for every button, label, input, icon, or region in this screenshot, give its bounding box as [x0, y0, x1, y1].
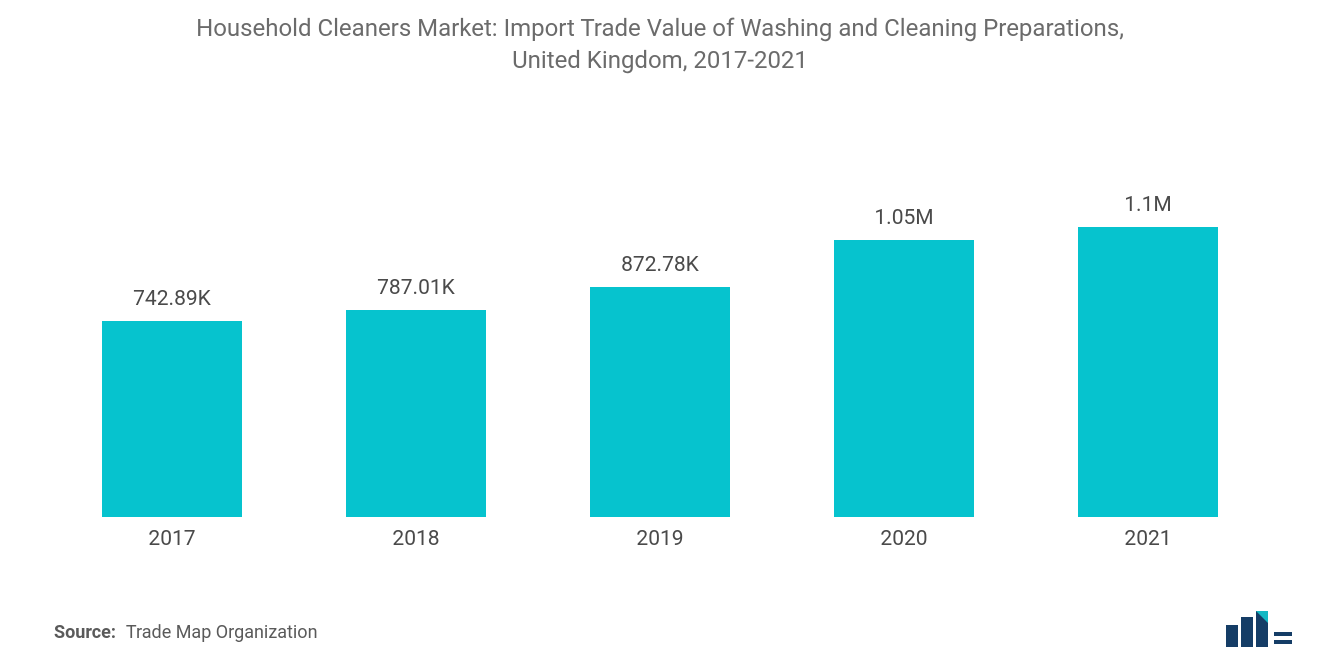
source-label: Source:: [54, 622, 116, 643]
brand-logo: [1226, 611, 1292, 647]
chart-title: Household Cleaners Market: Import Trade …: [0, 0, 1320, 77]
x-axis: 20172018201920202021: [50, 527, 1270, 551]
bar-group: 1.1M: [1026, 147, 1270, 517]
bar: [1078, 227, 1218, 517]
bar-group: 742.89K: [50, 147, 294, 517]
bar-value-label: 742.89K: [133, 287, 211, 311]
chart-plot-area: 742.89K 787.01K 872.78K 1.05M 1.1M: [50, 147, 1270, 517]
bar-value-label: 872.78K: [621, 253, 699, 277]
chart-title-line1: Household Cleaners Market: Import Trade …: [196, 14, 1124, 42]
bar: [590, 287, 730, 517]
source-value: Trade Map Organization: [126, 622, 318, 643]
bar-value-label: 787.01K: [377, 276, 455, 300]
bar: [346, 310, 486, 517]
x-axis-label: 2017: [50, 527, 294, 551]
bar-group: 1.05M: [782, 147, 1026, 517]
x-axis-label: 2020: [782, 527, 1026, 551]
bars-row: 742.89K 787.01K 872.78K 1.05M 1.1M: [50, 147, 1270, 517]
bar-group: 872.78K: [538, 147, 782, 517]
x-axis-label: 2021: [1026, 527, 1270, 551]
bar: [834, 240, 974, 517]
x-axis-label: 2019: [538, 527, 782, 551]
bar-value-label: 1.05M: [874, 206, 933, 230]
bar-group: 787.01K: [294, 147, 538, 517]
chart-title-line2: United Kingdom, 2017-2021: [512, 46, 808, 74]
x-axis-label: 2018: [294, 527, 538, 551]
source-footer: Source: Trade Map Organization: [54, 622, 318, 643]
bar: [102, 321, 242, 517]
bar-value-label: 1.1M: [1124, 193, 1171, 217]
